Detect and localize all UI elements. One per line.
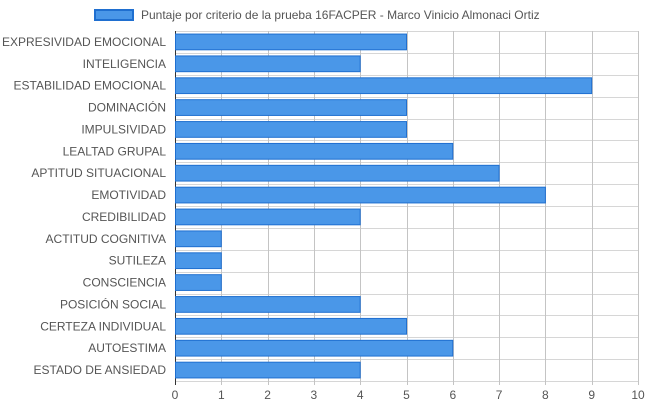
bar[interactable] xyxy=(175,252,222,270)
x-tick-label: 9 xyxy=(588,388,595,402)
bar[interactable] xyxy=(175,274,222,291)
category-label: CERTEZA INDIVIDUAL xyxy=(40,319,166,333)
bar[interactable] xyxy=(175,164,500,182)
x-tick-label: 4 xyxy=(357,388,364,402)
category-labels: EXPRESIVIDAD EMOCIONAL INTELIGENCIA ESTABI… xyxy=(2,35,166,377)
category-label: INTELIGENCIA xyxy=(83,57,166,71)
category-label: CREDIBILIDAD xyxy=(82,210,166,224)
x-tick-label: 2 xyxy=(264,388,271,402)
category-label: IMPULSIVIDAD xyxy=(81,122,166,136)
bar[interactable] xyxy=(175,361,361,379)
bar[interactable] xyxy=(175,208,361,226)
bar[interactable] xyxy=(175,121,407,138)
category-label: ESTABILIDAD EMOCIONAL xyxy=(14,79,167,93)
x-tick-label: 1 xyxy=(218,388,225,402)
category-label: CONSCIENCIA xyxy=(83,276,166,290)
x-tick-label: 10 xyxy=(631,388,645,402)
x-tick-labels: 0 1 2 3 4 5 6 7 8 9 10 xyxy=(172,388,645,402)
category-label: APTITUD SITUACIONAL xyxy=(31,166,166,180)
x-tick-label: 6 xyxy=(449,388,456,402)
category-label: ACTITUD COGNITIVA xyxy=(46,232,166,246)
category-label: ESTADO DE ANSIEDAD xyxy=(34,363,167,377)
category-label: AUTOESTIMA xyxy=(88,341,166,355)
bar[interactable] xyxy=(175,317,407,335)
category-label: SUTILEZA xyxy=(109,254,166,268)
bar[interactable] xyxy=(175,186,546,204)
bar[interactable] xyxy=(175,33,407,51)
legend-label: Puntaje por criterio de la prueba 16FACP… xyxy=(141,8,540,22)
bars xyxy=(175,33,593,379)
bar[interactable] xyxy=(175,142,454,160)
bar[interactable] xyxy=(175,339,454,357)
x-tick-label: 3 xyxy=(311,388,318,402)
x-tick-label: 7 xyxy=(496,388,503,402)
x-tick-label: 5 xyxy=(403,388,410,402)
bar[interactable] xyxy=(175,55,361,73)
bar[interactable] xyxy=(175,296,361,313)
category-label: LEALTAD GRUPAL xyxy=(63,144,167,158)
category-label: DOMINACIÓN xyxy=(88,100,166,115)
bar[interactable] xyxy=(175,77,593,95)
x-tick-label: 0 xyxy=(172,388,179,402)
bar[interactable] xyxy=(175,99,407,116)
x-tick-label: 8 xyxy=(542,388,549,402)
legend[interactable]: Puntaje por criterio de la prueba 16FACP… xyxy=(94,6,540,24)
category-label: POSICIÓN SOCIAL xyxy=(60,296,166,311)
legend-swatch xyxy=(94,9,134,21)
category-label: EMOTIVIDAD xyxy=(91,188,166,202)
category-label: EXPRESIVIDAD EMOCIONAL xyxy=(2,35,166,49)
bar[interactable] xyxy=(175,230,222,248)
